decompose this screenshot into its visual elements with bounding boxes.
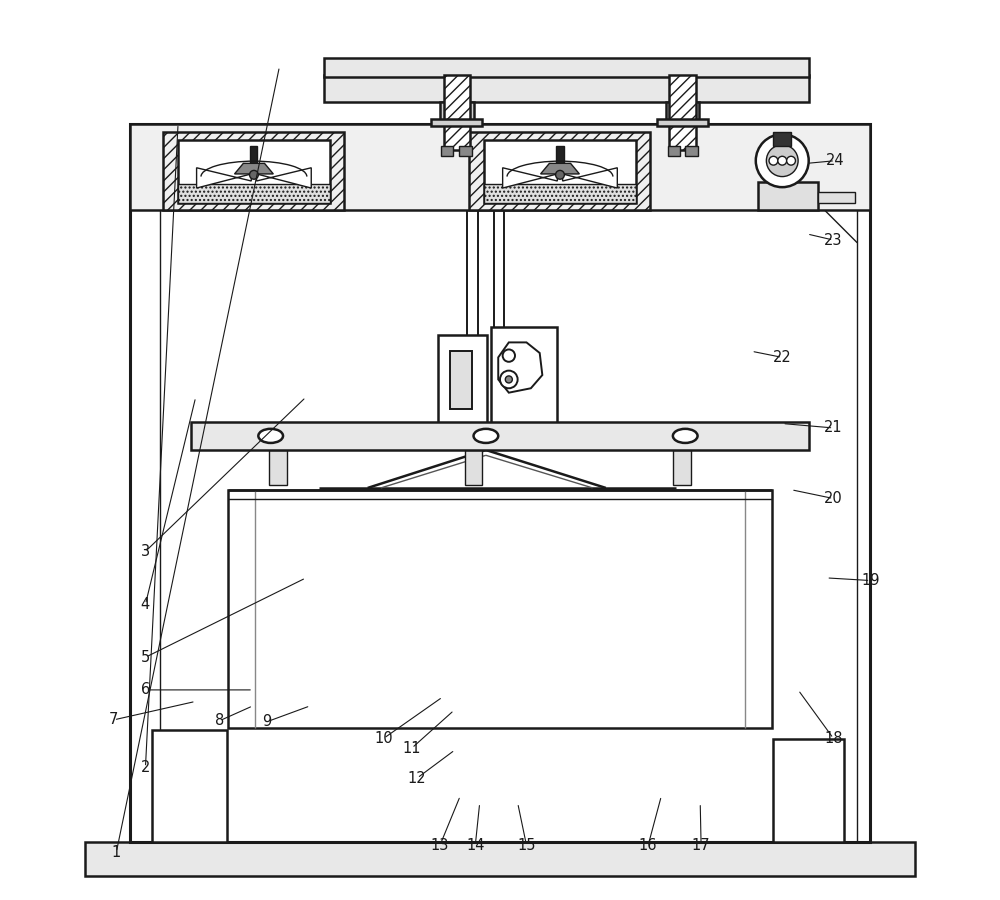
- Polygon shape: [541, 164, 579, 174]
- Text: 6: 6: [141, 682, 150, 698]
- Bar: [491, 327, 557, 424]
- Circle shape: [556, 170, 564, 179]
- Bar: [324, 76, 809, 102]
- Polygon shape: [197, 167, 251, 188]
- Polygon shape: [498, 342, 542, 392]
- Bar: [441, 146, 453, 157]
- Bar: [818, 193, 855, 203]
- Circle shape: [500, 371, 518, 388]
- Bar: [85, 842, 915, 876]
- Circle shape: [503, 349, 515, 362]
- Bar: [666, 102, 699, 123]
- Bar: [178, 140, 330, 203]
- Bar: [685, 146, 698, 157]
- Polygon shape: [503, 167, 557, 188]
- Text: 8: 8: [215, 714, 224, 728]
- Bar: [191, 422, 809, 450]
- Bar: [178, 184, 330, 203]
- Circle shape: [778, 157, 787, 165]
- Ellipse shape: [258, 428, 283, 443]
- Bar: [669, 76, 696, 150]
- Text: 2: 2: [141, 760, 150, 775]
- Text: 11: 11: [403, 741, 421, 756]
- Bar: [438, 336, 487, 424]
- Bar: [269, 450, 287, 485]
- Polygon shape: [563, 167, 617, 188]
- Bar: [440, 102, 474, 123]
- Text: 20: 20: [824, 491, 843, 506]
- Text: 24: 24: [826, 153, 844, 168]
- Text: 12: 12: [408, 770, 426, 786]
- Text: 19: 19: [861, 573, 880, 588]
- Text: 5: 5: [141, 650, 150, 665]
- Bar: [444, 76, 470, 150]
- Text: 16: 16: [639, 838, 657, 852]
- Bar: [163, 132, 344, 210]
- Circle shape: [505, 376, 512, 383]
- Bar: [228, 490, 772, 728]
- Bar: [250, 146, 257, 167]
- Text: 7: 7: [109, 713, 118, 727]
- Polygon shape: [257, 167, 311, 188]
- Ellipse shape: [673, 428, 698, 443]
- Bar: [484, 184, 636, 203]
- Bar: [450, 351, 472, 409]
- Circle shape: [769, 157, 778, 165]
- Bar: [130, 123, 870, 210]
- Text: 9: 9: [263, 715, 272, 729]
- Bar: [773, 739, 844, 842]
- Bar: [465, 450, 482, 485]
- Text: 17: 17: [692, 838, 710, 852]
- Ellipse shape: [474, 428, 498, 443]
- Text: 14: 14: [466, 838, 485, 852]
- Text: 13: 13: [431, 838, 449, 852]
- Circle shape: [787, 157, 795, 165]
- Bar: [469, 132, 650, 210]
- Bar: [758, 182, 818, 210]
- Text: 18: 18: [824, 731, 843, 746]
- Text: 22: 22: [773, 350, 792, 365]
- Text: 3: 3: [141, 544, 150, 559]
- Text: 21: 21: [824, 420, 843, 436]
- Text: 15: 15: [517, 838, 536, 852]
- Bar: [773, 132, 791, 146]
- Polygon shape: [235, 164, 273, 174]
- Text: 1: 1: [112, 845, 121, 859]
- Bar: [673, 450, 691, 485]
- Bar: [668, 146, 680, 157]
- Text: 23: 23: [824, 232, 843, 248]
- Bar: [556, 146, 564, 167]
- Bar: [484, 140, 636, 203]
- Bar: [657, 119, 708, 126]
- Bar: [459, 146, 472, 157]
- Text: 10: 10: [374, 731, 393, 746]
- Bar: [324, 58, 809, 76]
- Text: 4: 4: [141, 597, 150, 612]
- Bar: [431, 119, 482, 126]
- Circle shape: [756, 134, 809, 187]
- Bar: [152, 731, 227, 842]
- Bar: [130, 123, 870, 842]
- Circle shape: [766, 145, 798, 176]
- Circle shape: [250, 170, 258, 179]
